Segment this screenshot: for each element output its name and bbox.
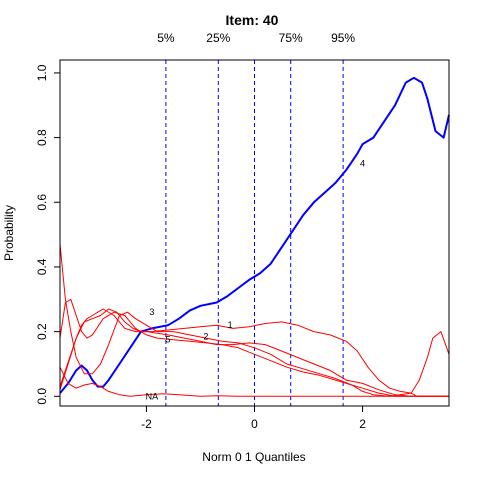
x-tick-label: 2 — [359, 417, 366, 431]
series-label-na: NA — [146, 391, 159, 401]
x-axis: -2 0 2 — [141, 406, 366, 431]
chart-title: Item: 40 — [226, 12, 279, 28]
y-tick-label: 0.0 — [35, 388, 49, 405]
curve-labels: 4 3 5 2 1 NA — [146, 158, 365, 401]
x-tick-label: 0 — [251, 417, 258, 431]
series-label-3: 3 — [149, 307, 154, 317]
x-axis-label: Norm 0 1 Quantiles — [202, 450, 305, 464]
y-tick-label: 0.2 — [35, 323, 49, 340]
series-label-2: 2 — [203, 331, 208, 341]
quantile-label: 75% — [279, 31, 303, 45]
series-label-1: 1 — [228, 320, 233, 330]
series-line-4 — [59, 76, 450, 394]
series-line-5 — [59, 298, 449, 397]
series-line-3 — [59, 244, 449, 397]
series-line-1 — [59, 308, 449, 397]
y-tick-label: 1.0 — [35, 64, 49, 81]
y-tick-label: 0.6 — [35, 194, 49, 211]
plot-frame — [59, 59, 450, 407]
x-tick-label: -2 — [141, 417, 152, 431]
y-axis: 0.0 0.2 0.4 0.6 0.8 1.0 — [35, 64, 60, 405]
series-curves — [59, 76, 450, 397]
y-tick-label: 0.8 — [35, 129, 49, 146]
series-label-5: 5 — [166, 335, 171, 345]
series-line-2 — [59, 308, 449, 397]
quantile-label: 25% — [206, 31, 230, 45]
series-line-na — [59, 331, 450, 397]
quantile-label: 5% — [157, 31, 175, 45]
y-tick-label: 0.4 — [35, 258, 49, 275]
quantile-label: 95% — [331, 31, 355, 45]
y-axis-label: Probability — [2, 205, 16, 261]
series-label-4: 4 — [360, 158, 365, 168]
